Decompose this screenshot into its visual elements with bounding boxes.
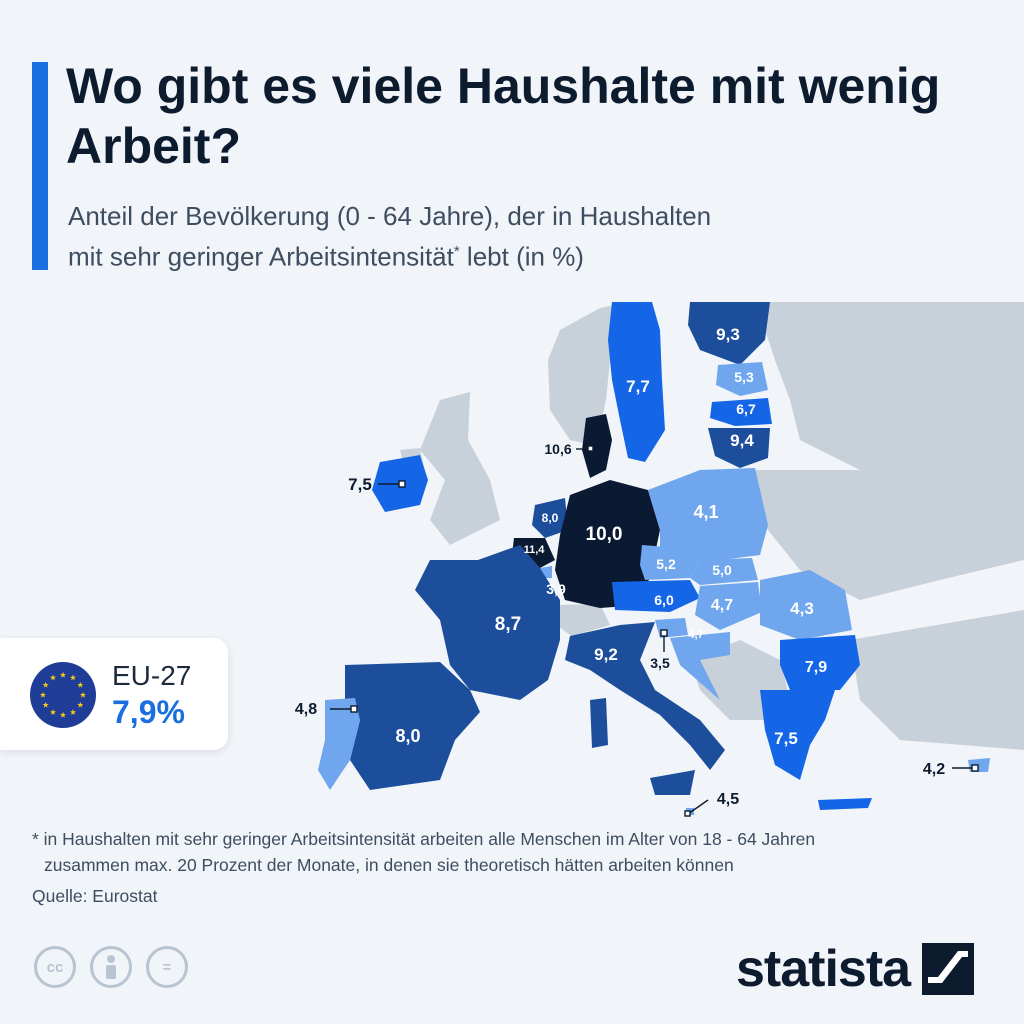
switzerland-shape — [556, 604, 610, 636]
sicily-shape — [650, 770, 695, 795]
label-poland: 4,1 — [693, 502, 718, 522]
eu-star-icon — [39, 691, 47, 698]
slovenia-shape — [655, 618, 688, 638]
bulgaria-shape — [780, 635, 860, 690]
label-greece: 7,5 — [774, 729, 798, 748]
eu-star-icon — [59, 711, 67, 718]
czechia-shape — [640, 545, 700, 580]
hungary-shape — [695, 582, 762, 630]
accent-bar — [32, 62, 48, 270]
label-bulgaria: 7,9 — [805, 659, 827, 676]
label-romania: 4,3 — [790, 599, 814, 618]
portugal-shape — [318, 698, 360, 790]
footnote: * in Haushalten mit sehr geringer Arbeit… — [32, 826, 1012, 878]
austria-shape — [612, 580, 700, 612]
eu-star-icon — [49, 709, 57, 715]
label-austria: 6,0 — [654, 592, 674, 608]
label-italy: 9,2 — [594, 645, 618, 664]
eu-star-icon — [77, 701, 84, 708]
value-labels: 9,3 7,7 5,3 6,7 9,4 10,6 7,5 8,0 11,4 3,… — [295, 325, 945, 808]
cc-icon[interactable]: cc — [34, 946, 76, 988]
greece-shape — [760, 690, 835, 780]
label-portugal: 4,8 — [295, 701, 317, 718]
label-denmark: 10,6 — [544, 441, 571, 457]
leader-lines — [330, 445, 979, 817]
subtitle-line-1: Anteil der Bevölkerung (0 - 64 Jahre), d… — [68, 201, 712, 231]
label-slovenia: 3,5 — [650, 655, 670, 671]
label-belgium: 11,4 — [524, 544, 546, 556]
eu-star-icon — [49, 674, 57, 681]
eu-label: EU-27 — [112, 660, 192, 691]
eu-average-card: EU-27 7,9% — [0, 638, 228, 750]
page-subtitle: Anteil der Bevölkerung (0 - 64 Jahre), d… — [68, 198, 988, 275]
statista-logo-icon — [922, 943, 975, 995]
attribution-icon[interactable] — [90, 946, 132, 988]
poland-shape — [648, 468, 768, 562]
label-luxembourg: 3,9 — [546, 581, 566, 597]
label-germany: 10,0 — [586, 524, 623, 545]
eu-star-icon — [79, 691, 87, 698]
latvia-shape — [710, 398, 772, 426]
footnote-line-1: * in Haushalten mit sehr geringer Arbeit… — [32, 829, 816, 849]
label-latvia: 6,7 — [736, 401, 756, 417]
netherlands-shape — [532, 498, 568, 538]
germany-shape — [555, 480, 660, 608]
crete-shape — [818, 798, 872, 810]
person-icon — [106, 955, 116, 979]
croatia-shape — [670, 632, 730, 700]
source: Quelle: Eurostat — [32, 886, 158, 906]
belgium-shape — [512, 538, 555, 568]
estonia-shape — [716, 362, 768, 396]
france-shape — [415, 545, 560, 700]
sweden-shape — [608, 302, 665, 462]
sardinia-shape — [590, 698, 608, 748]
romania-shape — [760, 570, 852, 640]
eu-star-icon — [69, 674, 77, 681]
label-france: 8,7 — [495, 614, 521, 635]
finland-shape — [688, 302, 770, 365]
eu-flag-icon — [30, 662, 96, 728]
brand-name: statista — [736, 940, 911, 998]
label-ireland: 7,5 — [348, 475, 372, 494]
eu-star-icon — [69, 709, 77, 715]
ukraine-belarus-shape — [755, 470, 940, 600]
denmark-shape — [582, 414, 612, 478]
footnote-line-2: zusammen max. 20 Prozent der Monate, in … — [44, 855, 734, 875]
label-hungary: 4,7 — [711, 597, 733, 614]
eu-countries — [318, 302, 990, 815]
statista-brand[interactable]: statista — [736, 934, 975, 1004]
eu-star-icon — [59, 671, 67, 678]
spain-shape — [345, 662, 480, 790]
eu-star-icon — [77, 681, 84, 688]
label-spain: 8,0 — [395, 726, 420, 746]
license-icons: cc = — [34, 946, 188, 992]
lithuania-shape — [708, 428, 770, 468]
eu-star-icon — [42, 681, 49, 688]
label-malta: 4,5 — [717, 791, 739, 808]
russia-shape — [760, 302, 1024, 580]
cyprus-shape — [968, 758, 990, 772]
label-czechia: 5,2 — [656, 556, 676, 572]
eu-value: 7,9% — [112, 694, 185, 730]
italy-shape — [565, 622, 725, 770]
label-cyprus: 4,2 — [923, 761, 945, 778]
label-lithuania: 9,4 — [730, 431, 754, 450]
subtitle-line-2-end: lebt (in %) — [459, 241, 584, 272]
label-croatia: 4,7 — [688, 629, 703, 641]
label-finland: 9,3 — [716, 325, 740, 344]
label-slovakia: 5,0 — [712, 562, 732, 578]
eu-star-icon — [42, 701, 49, 708]
great-britain-shape — [420, 392, 500, 545]
label-netherlands: 8,0 — [542, 511, 559, 525]
no-derivatives-icon[interactable]: = — [146, 946, 188, 988]
slovakia-shape — [690, 558, 758, 585]
subtitle-footnote-marker: * — [453, 243, 460, 260]
label-estonia: 5,3 — [734, 369, 754, 385]
page-title: Wo gibt es viele Haushalte mit wenig Arb… — [66, 58, 941, 174]
subtitle-line-2: mit sehr geringer Arbeitsintensität — [68, 241, 454, 272]
label-sweden: 7,7 — [626, 377, 650, 396]
non-eu-land — [400, 302, 1024, 750]
turkey-shape — [850, 610, 1024, 750]
